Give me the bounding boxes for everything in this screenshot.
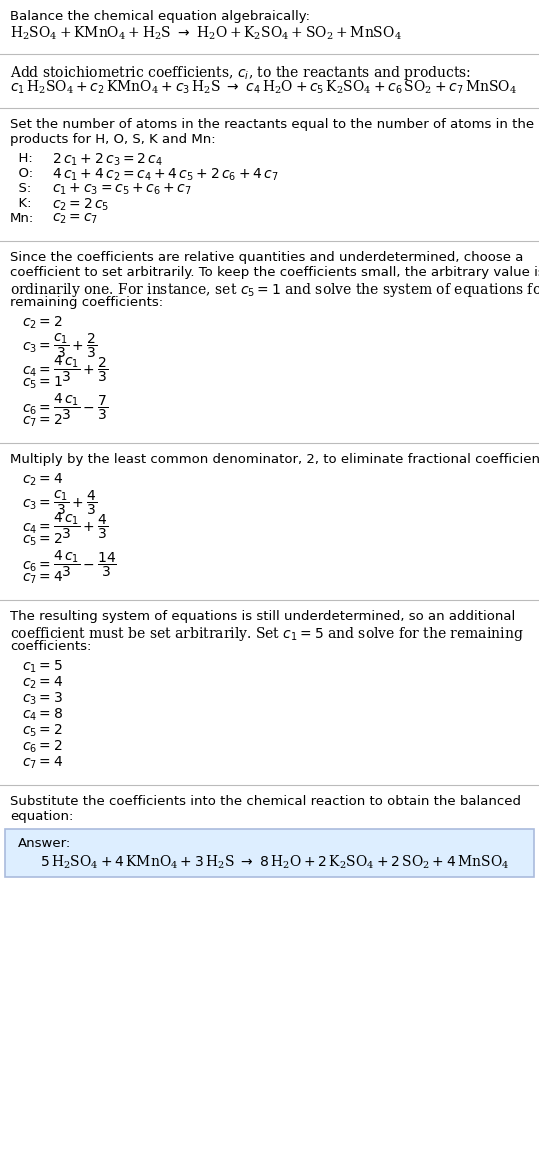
Text: coefficients:: coefficients:: [10, 640, 92, 653]
Text: $c_2 = 2\,c_5$: $c_2 = 2\,c_5$: [52, 197, 109, 213]
Text: $c_3 = \dfrac{c_1}{3} + \dfrac{2}{3}$: $c_3 = \dfrac{c_1}{3} + \dfrac{2}{3}$: [22, 331, 97, 359]
FancyBboxPatch shape: [5, 829, 534, 877]
Text: Since the coefficients are relative quantities and underdetermined, choose a: Since the coefficients are relative quan…: [10, 252, 523, 264]
Text: $c_5 = 2$: $c_5 = 2$: [22, 723, 63, 739]
Text: O:: O:: [10, 167, 33, 180]
Text: $c_1\,\mathregular{H_2SO_4} + c_2\,\mathregular{KMnO_4} + c_3\,\mathregular{H_2S: $c_1\,\mathregular{H_2SO_4} + c_2\,\math…: [10, 79, 517, 96]
Text: $c_4 = 8$: $c_4 = 8$: [22, 707, 63, 723]
Text: Add stoichiometric coefficients, $c_i$, to the reactants and products:: Add stoichiometric coefficients, $c_i$, …: [10, 64, 471, 82]
Text: $c_6 = \dfrac{4\,c_1}{3} - \dfrac{7}{3}$: $c_6 = \dfrac{4\,c_1}{3} - \dfrac{7}{3}$: [22, 391, 108, 422]
Text: $\mathregular{H_2SO_4 + KMnO_4 + H_2S}$ $\rightarrow$ $\mathregular{H_2O + K_2SO: $\mathregular{H_2SO_4 + KMnO_4 + H_2S}$ …: [10, 25, 402, 43]
Text: The resulting system of equations is still underdetermined, so an additional: The resulting system of equations is sti…: [10, 610, 515, 624]
Text: $c_3 = 3$: $c_3 = 3$: [22, 691, 63, 707]
Text: products for H, O, S, K and Mn:: products for H, O, S, K and Mn:: [10, 133, 216, 146]
Text: Substitute the coefficients into the chemical reaction to obtain the balanced: Substitute the coefficients into the che…: [10, 795, 521, 808]
Text: S:: S:: [10, 182, 31, 195]
Text: $c_1 + c_3 = c_5 + c_6 + c_7$: $c_1 + c_3 = c_5 + c_6 + c_7$: [52, 182, 192, 197]
Text: remaining coefficients:: remaining coefficients:: [10, 296, 163, 309]
Text: $2\,c_1 + 2\,c_3 = 2\,c_4$: $2\,c_1 + 2\,c_3 = 2\,c_4$: [52, 152, 163, 168]
Text: ordinarily one. For instance, set $c_5 = 1$ and solve the system of equations fo: ordinarily one. For instance, set $c_5 =…: [10, 280, 539, 299]
Text: Mn:: Mn:: [10, 212, 34, 225]
Text: $c_2 = 4$: $c_2 = 4$: [22, 675, 63, 692]
Text: Balance the chemical equation algebraically:: Balance the chemical equation algebraica…: [10, 10, 310, 23]
Text: $c_3 = \dfrac{c_1}{3} + \dfrac{4}{3}$: $c_3 = \dfrac{c_1}{3} + \dfrac{4}{3}$: [22, 488, 97, 517]
Text: equation:: equation:: [10, 810, 73, 823]
Text: Set the number of atoms in the reactants equal to the number of atoms in the: Set the number of atoms in the reactants…: [10, 118, 534, 131]
Text: Answer:: Answer:: [18, 837, 71, 850]
Text: $c_6 = 2$: $c_6 = 2$: [22, 739, 63, 756]
Text: coefficient to set arbitrarily. To keep the coefficients small, the arbitrary va: coefficient to set arbitrarily. To keep …: [10, 267, 539, 279]
Text: $c_2 = 2$: $c_2 = 2$: [22, 315, 63, 331]
Text: $4\,c_1 + 4\,c_2 = c_4 + 4\,c_5 + 2\,c_6 + 4\,c_7$: $4\,c_1 + 4\,c_2 = c_4 + 4\,c_5 + 2\,c_6…: [52, 167, 279, 183]
Text: $c_2 = c_7$: $c_2 = c_7$: [52, 212, 98, 226]
Text: K:: K:: [10, 197, 31, 210]
Text: coefficient must be set arbitrarily. Set $c_1 = 5$ and solve for the remaining: coefficient must be set arbitrarily. Set…: [10, 625, 523, 643]
Text: $c_4 = \dfrac{4\,c_1}{3} + \dfrac{4}{3}$: $c_4 = \dfrac{4\,c_1}{3} + \dfrac{4}{3}$: [22, 510, 108, 541]
Text: $c_7 = 2$: $c_7 = 2$: [22, 413, 63, 429]
Text: $c_6 = \dfrac{4\,c_1}{3} - \dfrac{14}{3}$: $c_6 = \dfrac{4\,c_1}{3} - \dfrac{14}{3}…: [22, 548, 117, 578]
Text: $c_4 = \dfrac{4\,c_1}{3} + \dfrac{2}{3}$: $c_4 = \dfrac{4\,c_1}{3} + \dfrac{2}{3}$: [22, 353, 108, 384]
Text: $c_7 = 4$: $c_7 = 4$: [22, 755, 63, 772]
Text: Multiply by the least common denominator, 2, to eliminate fractional coefficient: Multiply by the least common denominator…: [10, 453, 539, 466]
Text: H:: H:: [10, 152, 33, 165]
Text: $c_2 = 4$: $c_2 = 4$: [22, 472, 63, 488]
Text: $c_7 = 4$: $c_7 = 4$: [22, 570, 63, 586]
Text: $5\,\mathregular{H_2SO_4} + 4\,\mathregular{KMnO_4} + 3\,\mathregular{H_2S}$ $\r: $5\,\mathregular{H_2SO_4} + 4\,\mathregu…: [40, 854, 509, 872]
Text: $c_1 = 5$: $c_1 = 5$: [22, 659, 63, 676]
Text: $c_5 = 2$: $c_5 = 2$: [22, 532, 63, 548]
Text: $c_5 = 1$: $c_5 = 1$: [22, 376, 63, 392]
